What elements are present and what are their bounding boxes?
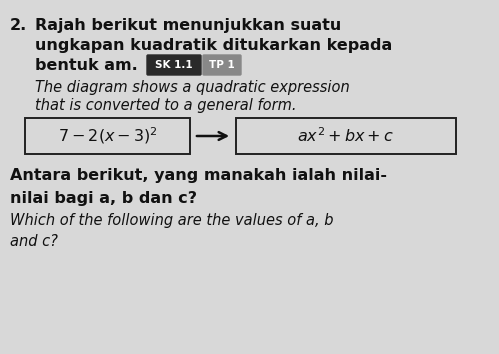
Text: Rajah berikut menunjukkan suatu: Rajah berikut menunjukkan suatu — [35, 18, 341, 33]
Text: and c?: and c? — [10, 234, 58, 249]
Text: Which of the following are the values of a, b: Which of the following are the values of… — [10, 213, 333, 228]
Text: nilai bagi a, b dan c?: nilai bagi a, b dan c? — [10, 191, 197, 206]
Text: SK 1.1: SK 1.1 — [155, 60, 193, 70]
Text: $7 - 2(x - 3)^2$: $7 - 2(x - 3)^2$ — [57, 126, 158, 146]
Text: 2.: 2. — [10, 18, 27, 33]
Text: that is converted to a general form.: that is converted to a general form. — [35, 98, 296, 113]
FancyBboxPatch shape — [25, 118, 190, 154]
Text: $ax^2 + bx + c$: $ax^2 + bx + c$ — [297, 127, 395, 145]
FancyBboxPatch shape — [203, 55, 241, 75]
FancyBboxPatch shape — [147, 55, 201, 75]
Text: The diagram shows a quadratic expression: The diagram shows a quadratic expression — [35, 80, 350, 95]
FancyBboxPatch shape — [236, 118, 456, 154]
Text: Antara berikut, yang manakah ialah nilai-: Antara berikut, yang manakah ialah nilai… — [10, 168, 387, 183]
Text: bentuk am.: bentuk am. — [35, 58, 138, 73]
Text: ungkapan kuadratik ditukarkan kepada: ungkapan kuadratik ditukarkan kepada — [35, 38, 392, 53]
Text: TP 1: TP 1 — [209, 60, 235, 70]
